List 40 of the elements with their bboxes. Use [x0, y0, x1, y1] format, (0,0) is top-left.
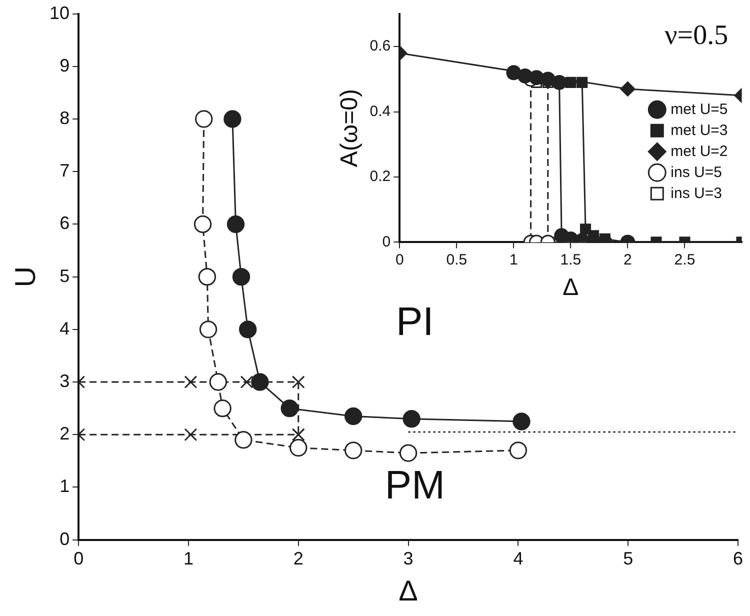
y-tick-label: 0.4 [370, 102, 391, 120]
y-tick-label: 0.6 [370, 38, 391, 55]
annotation: PI [396, 300, 434, 344]
x-axis-title: Δ [398, 576, 418, 608]
annotation: ν=0.5 [664, 20, 728, 52]
x-tick-label: 2.5 [674, 251, 696, 268]
legend-label: met U=3 [670, 122, 728, 139]
x-tick-label: 2 [624, 251, 632, 268]
x-tick-label: 4 [513, 548, 524, 569]
y-tick-label: 1 [60, 476, 70, 496]
y-tick-label: 0 [60, 528, 70, 549]
x-tick-label: 0 [395, 251, 404, 268]
y-tick-label: 8 [60, 108, 70, 128]
y-axis-title: A(ω=0) [336, 89, 364, 168]
x-tick-label: 0.5 [446, 251, 468, 268]
annotation: PM [384, 463, 445, 508]
legend-label: met U=5 [670, 100, 728, 118]
y-tick-label: 7 [60, 160, 70, 181]
x-tick-label: 3 [403, 548, 414, 569]
x-tick-label: 1 [183, 548, 194, 569]
x-tick-label: 5 [623, 548, 634, 569]
x-tick-label: 1.5 [560, 251, 582, 268]
y-axis-title: U [10, 266, 42, 288]
y-tick-label: 10 [50, 2, 70, 23]
y-tick-label: 3 [60, 370, 70, 391]
y-tick-label: 5 [60, 266, 70, 286]
x-tick-label: 2 [293, 548, 304, 569]
y-tick-label: 9 [60, 55, 70, 76]
x-tick-label: 1 [510, 251, 518, 268]
legend-label: ins U=5 [670, 164, 722, 181]
y-tick-label: 0 [382, 233, 391, 250]
legend-label: met U=2 [670, 142, 728, 160]
y-tick-label: 6 [60, 213, 70, 234]
y-tick-label: 2 [60, 424, 70, 444]
x-axis-title: Δ [562, 274, 579, 302]
y-tick-label: 0.2 [370, 168, 391, 186]
x-tick-label: 0 [74, 548, 84, 569]
legend-label: ins U=3 [670, 184, 722, 202]
x-tick-label: 6 [732, 548, 744, 569]
y-tick-label: 4 [60, 318, 70, 338]
